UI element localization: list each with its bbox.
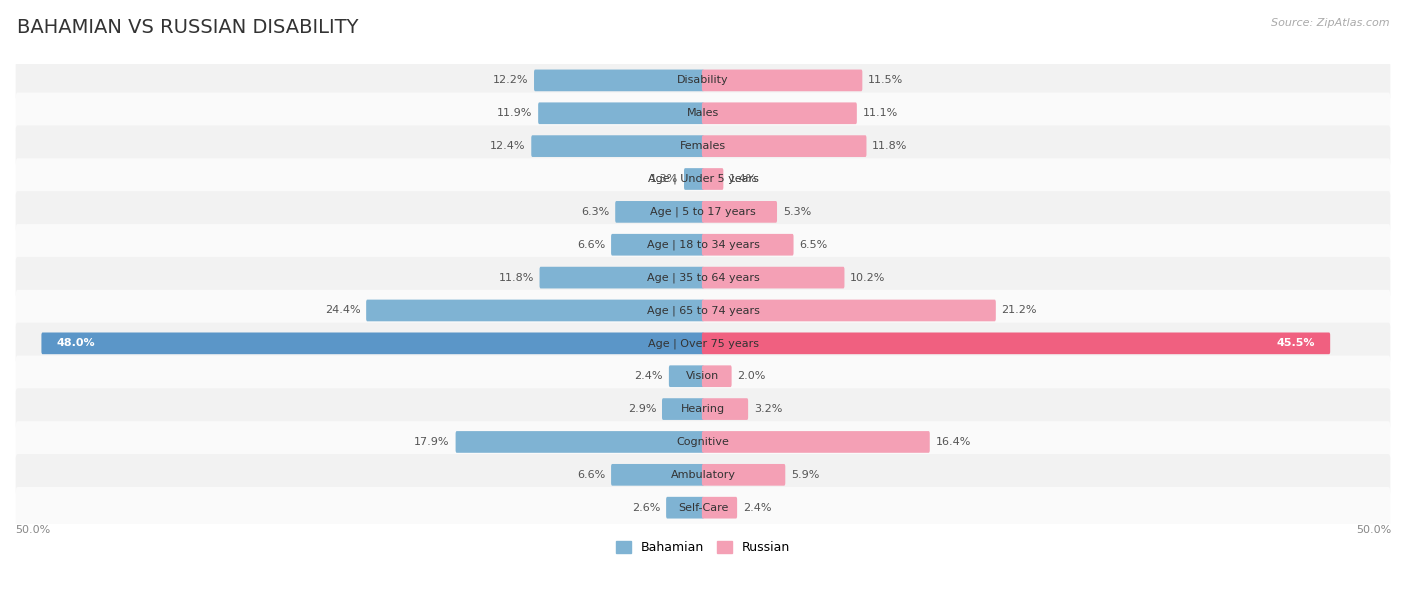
- Text: Age | Under 5 years: Age | Under 5 years: [648, 174, 758, 184]
- Text: Males: Males: [688, 108, 718, 118]
- Text: 11.8%: 11.8%: [498, 272, 534, 283]
- FancyBboxPatch shape: [15, 323, 1391, 364]
- FancyBboxPatch shape: [540, 267, 704, 288]
- Legend: Bahamian, Russian: Bahamian, Russian: [612, 536, 794, 559]
- Text: Vision: Vision: [686, 371, 720, 381]
- FancyBboxPatch shape: [41, 332, 704, 354]
- FancyBboxPatch shape: [15, 257, 1391, 298]
- Text: 3.2%: 3.2%: [754, 404, 782, 414]
- FancyBboxPatch shape: [538, 102, 704, 124]
- FancyBboxPatch shape: [15, 289, 1391, 331]
- FancyBboxPatch shape: [15, 191, 1391, 233]
- FancyBboxPatch shape: [702, 102, 856, 124]
- Text: 17.9%: 17.9%: [415, 437, 450, 447]
- Text: 2.0%: 2.0%: [737, 371, 766, 381]
- Text: Age | Over 75 years: Age | Over 75 years: [648, 338, 758, 349]
- Text: 45.5%: 45.5%: [1277, 338, 1316, 348]
- FancyBboxPatch shape: [702, 431, 929, 453]
- Text: 12.2%: 12.2%: [492, 75, 529, 86]
- Text: 5.9%: 5.9%: [792, 470, 820, 480]
- Text: 11.5%: 11.5%: [868, 75, 904, 86]
- FancyBboxPatch shape: [15, 487, 1391, 528]
- Text: Age | 65 to 74 years: Age | 65 to 74 years: [647, 305, 759, 316]
- Text: Cognitive: Cognitive: [676, 437, 730, 447]
- FancyBboxPatch shape: [702, 201, 778, 223]
- Text: 50.0%: 50.0%: [1355, 524, 1391, 535]
- FancyBboxPatch shape: [15, 389, 1391, 430]
- Text: Self-Care: Self-Care: [678, 502, 728, 513]
- Text: 11.9%: 11.9%: [496, 108, 533, 118]
- FancyBboxPatch shape: [15, 92, 1391, 134]
- Text: 5.3%: 5.3%: [783, 207, 811, 217]
- FancyBboxPatch shape: [683, 168, 704, 190]
- Text: 12.4%: 12.4%: [491, 141, 526, 151]
- FancyBboxPatch shape: [15, 224, 1391, 266]
- FancyBboxPatch shape: [616, 201, 704, 223]
- FancyBboxPatch shape: [612, 234, 704, 256]
- Text: 2.6%: 2.6%: [631, 502, 661, 513]
- Text: Hearing: Hearing: [681, 404, 725, 414]
- Text: 6.6%: 6.6%: [576, 240, 606, 250]
- FancyBboxPatch shape: [669, 365, 704, 387]
- FancyBboxPatch shape: [702, 365, 731, 387]
- Text: 21.2%: 21.2%: [1001, 305, 1038, 315]
- Text: 24.4%: 24.4%: [325, 305, 360, 315]
- Text: 6.6%: 6.6%: [576, 470, 606, 480]
- FancyBboxPatch shape: [702, 135, 866, 157]
- Text: Age | 5 to 17 years: Age | 5 to 17 years: [650, 207, 756, 217]
- Text: 10.2%: 10.2%: [851, 272, 886, 283]
- FancyBboxPatch shape: [534, 70, 704, 91]
- Text: Age | 35 to 64 years: Age | 35 to 64 years: [647, 272, 759, 283]
- FancyBboxPatch shape: [702, 168, 723, 190]
- FancyBboxPatch shape: [702, 234, 793, 256]
- Text: Disability: Disability: [678, 75, 728, 86]
- FancyBboxPatch shape: [531, 135, 704, 157]
- Text: 16.4%: 16.4%: [935, 437, 972, 447]
- Text: 2.9%: 2.9%: [627, 404, 657, 414]
- Text: 6.3%: 6.3%: [581, 207, 609, 217]
- Text: BAHAMIAN VS RUSSIAN DISABILITY: BAHAMIAN VS RUSSIAN DISABILITY: [17, 18, 359, 37]
- FancyBboxPatch shape: [366, 300, 704, 321]
- FancyBboxPatch shape: [15, 454, 1391, 496]
- FancyBboxPatch shape: [702, 300, 995, 321]
- FancyBboxPatch shape: [15, 159, 1391, 200]
- Text: 11.1%: 11.1%: [863, 108, 898, 118]
- Text: 2.4%: 2.4%: [742, 502, 772, 513]
- Text: Ambulatory: Ambulatory: [671, 470, 735, 480]
- Text: 50.0%: 50.0%: [15, 524, 51, 535]
- FancyBboxPatch shape: [702, 70, 862, 91]
- FancyBboxPatch shape: [702, 267, 845, 288]
- Text: 1.4%: 1.4%: [730, 174, 758, 184]
- FancyBboxPatch shape: [15, 356, 1391, 397]
- FancyBboxPatch shape: [612, 464, 704, 486]
- Text: 2.4%: 2.4%: [634, 371, 664, 381]
- FancyBboxPatch shape: [662, 398, 704, 420]
- FancyBboxPatch shape: [15, 60, 1391, 101]
- Text: 11.8%: 11.8%: [872, 141, 908, 151]
- FancyBboxPatch shape: [456, 431, 704, 453]
- Text: Females: Females: [681, 141, 725, 151]
- FancyBboxPatch shape: [15, 125, 1391, 167]
- FancyBboxPatch shape: [702, 332, 1330, 354]
- FancyBboxPatch shape: [702, 398, 748, 420]
- Text: Age | 18 to 34 years: Age | 18 to 34 years: [647, 239, 759, 250]
- FancyBboxPatch shape: [702, 497, 737, 518]
- FancyBboxPatch shape: [666, 497, 704, 518]
- Text: 48.0%: 48.0%: [56, 338, 94, 348]
- Text: Source: ZipAtlas.com: Source: ZipAtlas.com: [1271, 18, 1389, 28]
- FancyBboxPatch shape: [15, 421, 1391, 463]
- Text: 6.5%: 6.5%: [800, 240, 828, 250]
- FancyBboxPatch shape: [702, 464, 786, 486]
- Text: 1.3%: 1.3%: [650, 174, 678, 184]
